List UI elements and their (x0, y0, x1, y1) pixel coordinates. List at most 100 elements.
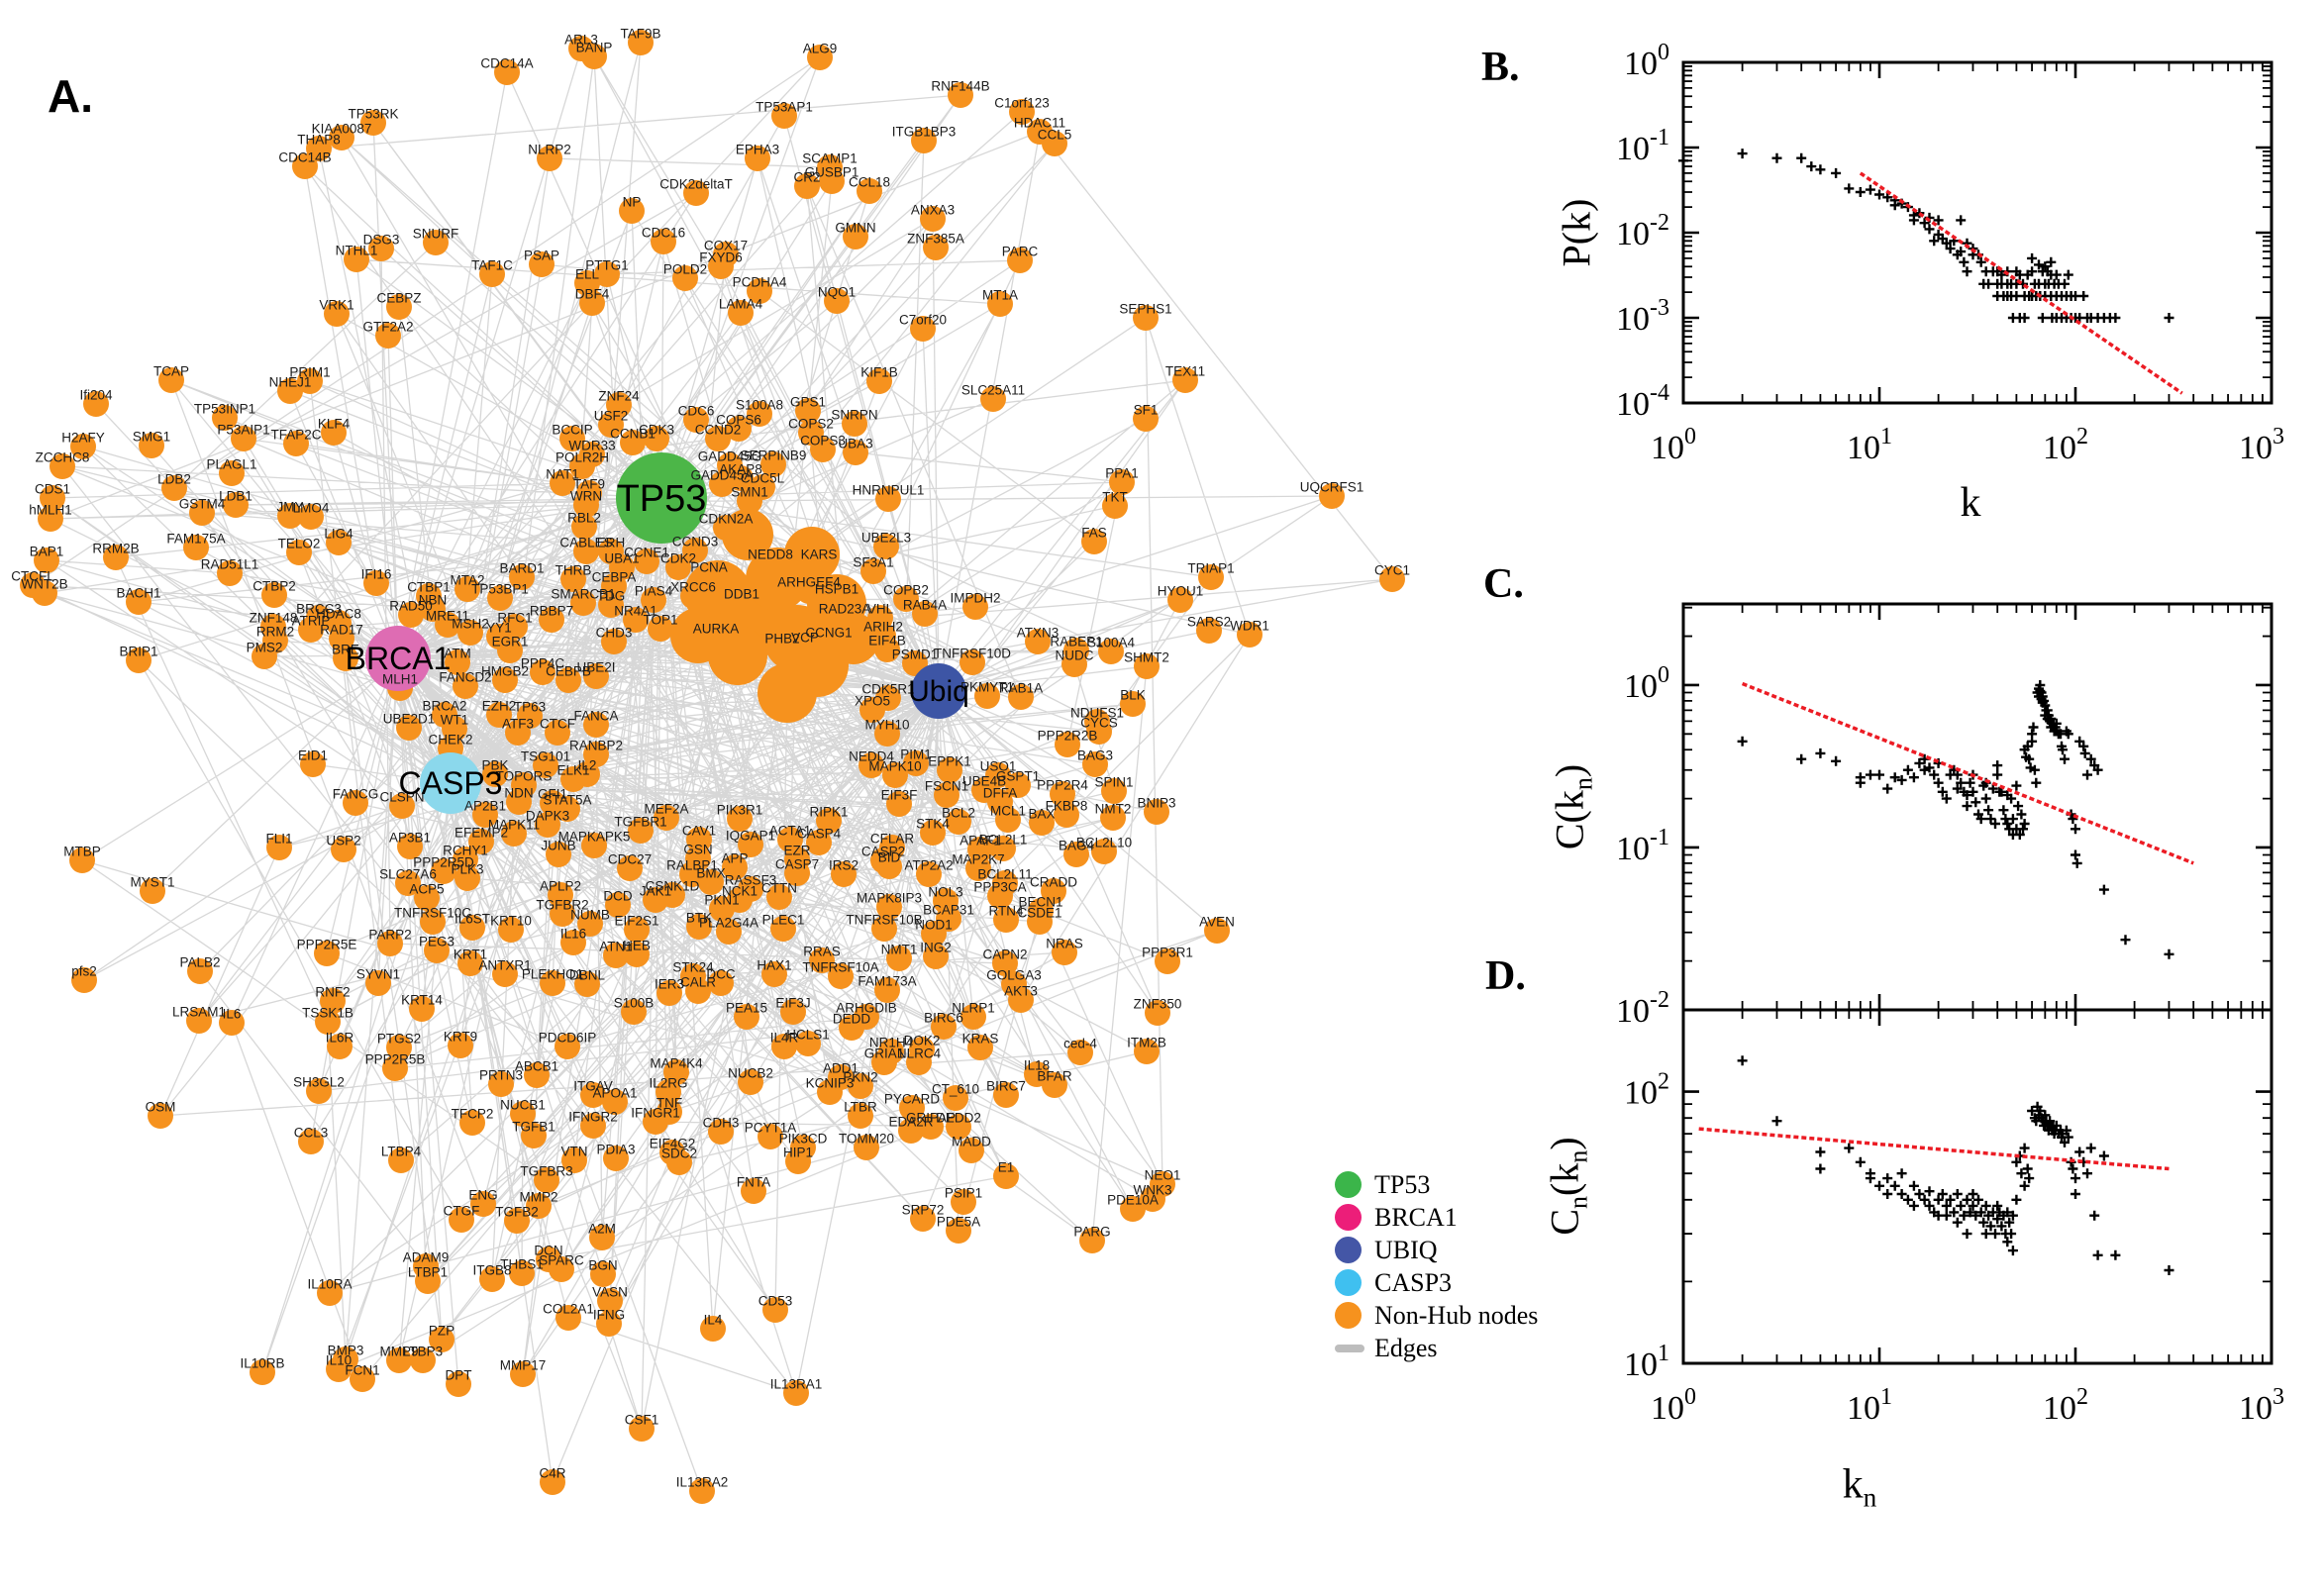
legend-item-non-hub-nodes: Non-Hub nodes (1335, 1299, 1538, 1332)
svg-text:FCN1: FCN1 (345, 1362, 379, 1377)
svg-text:PDE5A: PDE5A (937, 1214, 980, 1229)
svg-text:DEDD: DEDD (833, 1011, 871, 1026)
node-swatch-icon (1335, 1171, 1362, 1198)
svg-text:SLC25A11: SLC25A11 (961, 382, 1025, 397)
svg-text:CTCF: CTCF (540, 716, 575, 731)
svg-text:CLSPN: CLSPN (379, 789, 424, 804)
svg-text:GMNN: GMNN (835, 220, 875, 235)
svg-text:PSMD1: PSMD1 (892, 647, 939, 661)
svg-text:DCD: DCD (603, 888, 632, 903)
axis-label-ckn: C(kn) (1547, 763, 1598, 850)
svg-text:THRB: THRB (556, 562, 592, 577)
svg-text:MAPK11: MAPK11 (488, 817, 540, 832)
svg-text:CCNB1: CCNB1 (610, 426, 656, 441)
svg-text:CDC14B: CDC14B (278, 150, 331, 164)
svg-text:APP: APP (721, 850, 748, 865)
svg-text:MSH2: MSH2 (452, 616, 489, 631)
svg-text:EIF3J: EIF3J (775, 995, 810, 1010)
svg-text:PLEKHO1: PLEKHO1 (522, 966, 583, 981)
svg-text:ITGB1BP3: ITGB1BP3 (892, 124, 957, 139)
svg-text:100: 100 (1624, 40, 1669, 82)
svg-text:PDIA3: PDIA3 (596, 1142, 635, 1156)
svg-text:ANTXR1: ANTXR1 (478, 957, 531, 972)
svg-text:CDK5R1: CDK5R1 (861, 681, 914, 696)
svg-text:PALB2: PALB2 (179, 954, 220, 969)
svg-text:RFC1: RFC1 (497, 610, 532, 625)
svg-text:MMP17: MMP17 (500, 1357, 547, 1372)
axis-label-kn: kn (1842, 1461, 1877, 1513)
svg-text:MAP2K7: MAP2K7 (952, 851, 1004, 866)
svg-text:SF3A1: SF3A1 (853, 554, 893, 569)
axis-label-k: k (1960, 480, 1981, 526)
svg-text:BAG4: BAG4 (1059, 838, 1095, 852)
svg-text:MYH10: MYH10 (864, 717, 909, 732)
svg-text:VRK1: VRK1 (319, 297, 354, 312)
svg-text:JUNB: JUNB (541, 838, 575, 852)
svg-text:10-4: 10-4 (1616, 380, 1669, 423)
svg-text:C7orf20: C7orf20 (899, 312, 947, 327)
svg-text:ALG9: ALG9 (803, 41, 838, 55)
svg-text:ZNF350: ZNF350 (1134, 996, 1182, 1011)
svg-text:UBE2D1: UBE2D1 (383, 711, 436, 726)
svg-text:USO1: USO1 (980, 758, 1017, 773)
svg-text:TOPORS: TOPORS (496, 768, 553, 783)
svg-text:BCL2: BCL2 (942, 805, 975, 820)
svg-text:DAPK3: DAPK3 (526, 808, 569, 823)
svg-text:TGFB2: TGFB2 (495, 1204, 539, 1219)
svg-text:NDUFS1: NDUFS1 (1070, 705, 1124, 720)
svg-text:IQGAP1: IQGAP1 (726, 828, 775, 843)
svg-text:PTGS2: PTGS2 (377, 1031, 421, 1046)
svg-text:LMO4: LMO4 (293, 500, 330, 515)
svg-text:CCNE1: CCNE1 (624, 545, 669, 559)
svg-text:PLK3: PLK3 (451, 861, 483, 876)
svg-text:IRS2: IRS2 (829, 857, 858, 872)
svg-text:EIF4B: EIF4B (868, 633, 906, 648)
svg-text:POLR2H: POLR2H (556, 449, 609, 464)
svg-text:ELK1: ELK1 (556, 762, 589, 777)
svg-text:PIK3CD: PIK3CD (779, 1131, 828, 1146)
svg-text:SHMT2: SHMT2 (1124, 649, 1169, 664)
svg-text:C1orf123: C1orf123 (994, 95, 1050, 110)
svg-text:PEA15: PEA15 (726, 1000, 767, 1015)
svg-text:IFNG: IFNG (593, 1307, 625, 1322)
svg-text:PCNA: PCNA (690, 559, 728, 574)
svg-text:UBA1: UBA1 (604, 550, 639, 565)
svg-text:SMN1: SMN1 (731, 484, 768, 499)
svg-text:101: 101 (1847, 424, 1892, 466)
svg-text:CCL5: CCL5 (1038, 127, 1072, 142)
svg-text:DBNL: DBNL (569, 967, 606, 982)
svg-text:RASSF3: RASSF3 (725, 872, 777, 887)
svg-text:PCDHA4: PCDHA4 (733, 274, 787, 289)
svg-text:PCYT1A: PCYT1A (745, 1120, 797, 1135)
svg-text:MT1A: MT1A (982, 287, 1018, 302)
svg-text:IL6ST: IL6ST (454, 911, 490, 926)
svg-text:EGR1: EGR1 (492, 634, 529, 648)
svg-text:RAD50: RAD50 (389, 598, 433, 613)
svg-text:RIPK1: RIPK1 (809, 804, 848, 819)
svg-text:MAPK8IP3: MAPK8IP3 (857, 890, 922, 905)
svg-text:FAS: FAS (1081, 525, 1107, 540)
svg-text:PPP2R5E: PPP2R5E (297, 937, 357, 951)
svg-text:FAM175A: FAM175A (166, 531, 225, 546)
svg-text:EFEMP2: EFEMP2 (454, 825, 508, 840)
svg-text:KRT1: KRT1 (454, 947, 487, 961)
svg-text:CAV1: CAV1 (682, 823, 716, 838)
svg-text:ARIH2: ARIH2 (863, 619, 903, 634)
svg-text:THAP8: THAP8 (297, 132, 341, 147)
svg-text:DEDD2: DEDD2 (936, 1110, 981, 1125)
legend-item-label: TP53 (1374, 1169, 1431, 1199)
svg-text:PIM1: PIM1 (900, 747, 932, 761)
svg-text:BRCA2: BRCA2 (422, 698, 466, 713)
svg-text:MCL1: MCL1 (990, 803, 1026, 818)
svg-text:IL2RG: IL2RG (649, 1075, 687, 1090)
svg-text:PARC: PARC (1002, 244, 1039, 258)
svg-text:LRSAM1: LRSAM1 (172, 1004, 226, 1019)
svg-text:HCLS1: HCLS1 (786, 1027, 830, 1042)
axis-label-pk: P(k) (1554, 198, 1599, 267)
svg-text:H2AFY: H2AFY (61, 430, 105, 445)
svg-text:TP53AP1: TP53AP1 (756, 99, 813, 114)
svg-text:COPS6: COPS6 (716, 412, 761, 427)
svg-text:ced-4: ced-4 (1063, 1036, 1097, 1050)
svg-text:TNF: TNF (656, 1095, 682, 1110)
plots-svg: 100 101 102 10310010-110-210-310-410010-110… (1616, 40, 2284, 1427)
